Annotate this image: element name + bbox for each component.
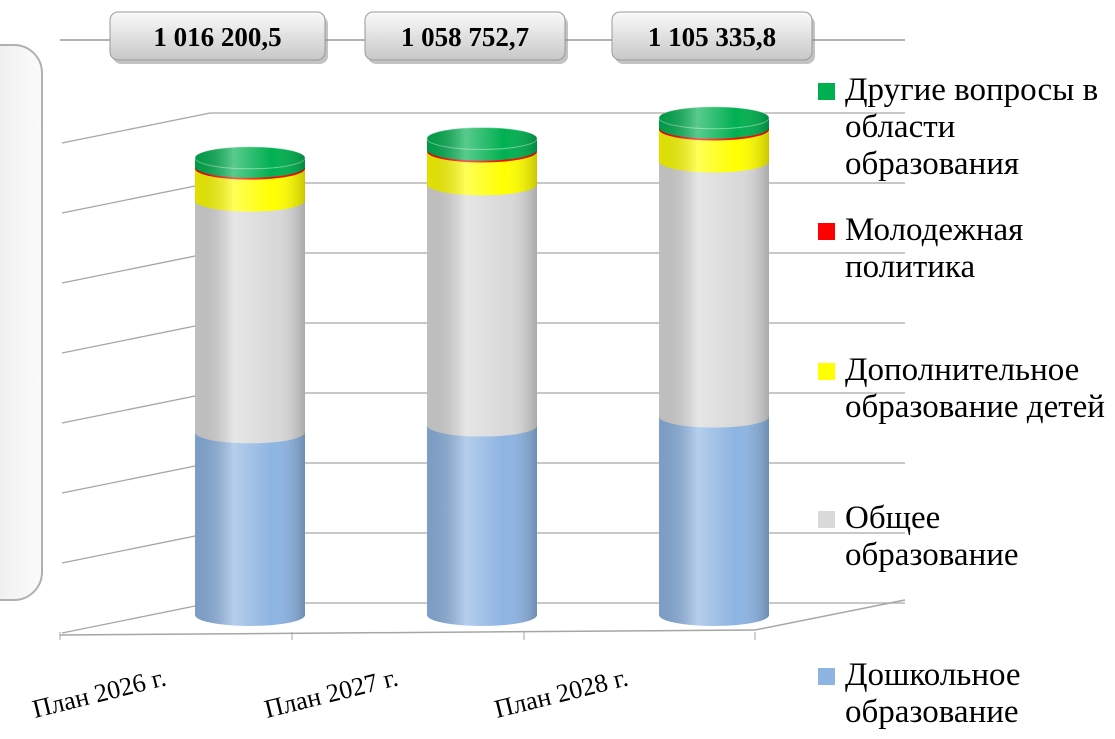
total-box [611,11,813,61]
grid-line [61,602,211,634]
side-panel [0,44,43,601]
cylinder-top-shade [659,106,769,129]
legend-swatch [818,363,835,380]
segment-shade [659,161,769,428]
cylinder-top-shade [195,146,305,169]
segment-shade [659,129,769,173]
grid-line [61,252,211,284]
category-labels: План 2026 г. План 2027 г. План 2028 г. [29,663,630,724]
grid-line [61,392,211,424]
total-box [364,11,566,61]
segment-shade [195,432,305,626]
x-tick-label: План 2026 г. [29,663,168,724]
total-label: 1 016 200,5 [153,22,281,52]
legend-swatch [818,511,835,528]
segment-shade [195,200,305,444]
legend-label: Молодежная политика [845,212,1024,285]
grid-line [61,182,211,214]
segment-shade [195,168,305,212]
x-tick-label: План 2027 г. [261,663,400,724]
total-box [109,11,326,61]
totals: 1 016 200,5 1 058 752,7 1 105 335,8 [109,11,815,64]
legend-label: Общее образование [845,500,1019,573]
total-label: 1 058 752,7 [401,22,529,52]
x-tick-label: План 2028 г. [491,663,630,724]
legend-swatch [818,223,835,240]
grid-line [61,112,211,144]
total-label: 1 105 335,8 [648,22,776,52]
segment-shade [427,184,537,437]
grid-line [61,462,211,494]
segment-shade [427,151,537,196]
legend-label: Дополнительное образование детей [845,352,1105,425]
grid-line [61,532,211,564]
walls [59,112,906,640]
segment-shade [659,416,769,626]
floor [754,599,906,631]
floor [59,629,756,636]
legend-swatch [818,668,835,685]
columns [194,106,770,626]
grid-line [61,322,211,354]
legend-label: Другие вопросы в области образования [845,72,1099,182]
legend-label: Дошкольное образование [845,657,1021,730]
legend-swatch [818,83,835,100]
cylinder-top-shade [427,127,537,150]
segment-shade [427,425,537,626]
